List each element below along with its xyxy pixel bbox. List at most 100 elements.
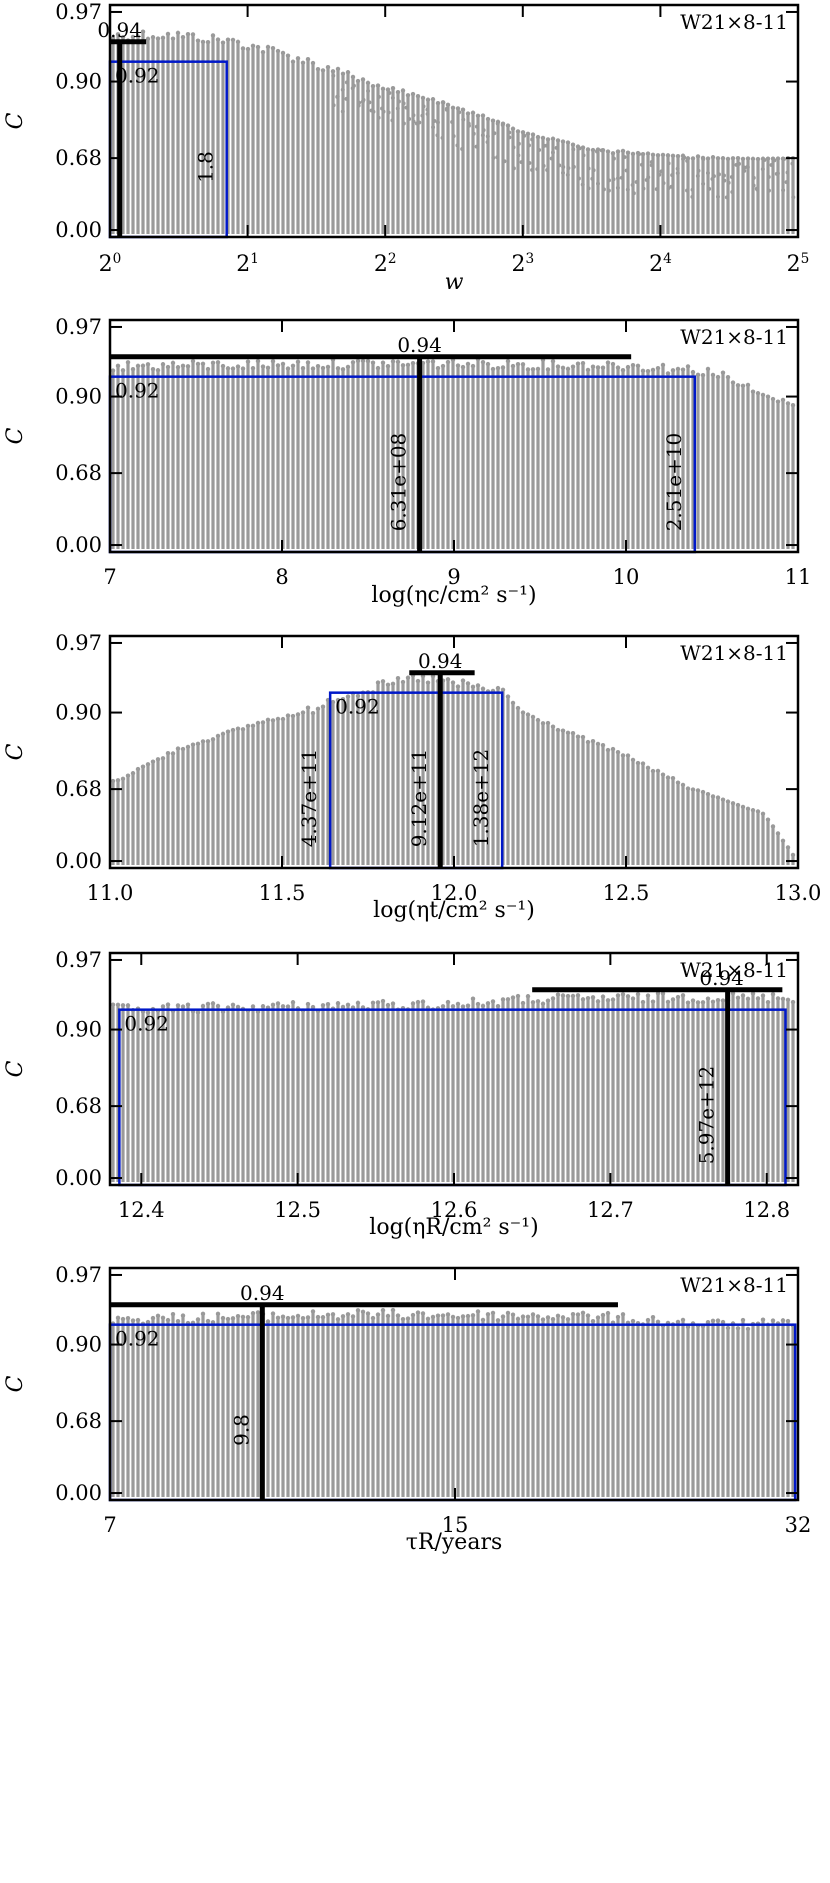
scatter-point	[116, 1317, 120, 1497]
scatter-point	[425, 1316, 431, 1321]
scatter-point	[311, 1007, 315, 1182]
scatter-point	[335, 1317, 341, 1322]
scatter-point	[586, 742, 590, 865]
scatter-point	[755, 391, 761, 396]
scatter-point	[125, 360, 131, 365]
scatter-point	[626, 1322, 630, 1497]
scatter-point	[151, 1009, 155, 1182]
scatter-point	[710, 155, 716, 160]
scatter-point	[261, 722, 265, 865]
scatter-point	[291, 1317, 295, 1497]
scatter-point	[196, 40, 200, 234]
scatter-point	[156, 1315, 160, 1497]
scatter-point	[245, 723, 251, 729]
scatter-point	[235, 726, 241, 731]
scatter-point	[451, 682, 455, 865]
scatter-point	[221, 42, 225, 235]
scatter-point	[201, 1005, 205, 1182]
scatter-point	[456, 686, 460, 865]
scatter-point	[771, 826, 775, 865]
scatter-point	[661, 154, 665, 234]
y-tick-label: 0.90	[55, 70, 102, 94]
scatter-point	[476, 1311, 480, 1497]
scatter-point	[536, 137, 540, 234]
scatter-point	[126, 775, 130, 865]
scatter-point	[525, 1314, 531, 1320]
scatter-point	[236, 366, 240, 549]
scatter-point	[491, 690, 495, 865]
scatter-point	[116, 1004, 120, 1182]
scatter-point	[336, 68, 340, 235]
scatter-point	[135, 34, 141, 39]
scatter-point	[195, 1010, 201, 1015]
scatter-point	[541, 163, 546, 168]
scatter-point	[432, 118, 437, 123]
scatter-point	[516, 996, 520, 1182]
scatter-point	[425, 107, 430, 112]
scatter-point	[485, 1001, 491, 1006]
scatter-point	[631, 191, 636, 196]
scatter-point	[416, 1312, 420, 1497]
x-tick-label: 21	[236, 251, 259, 277]
scatter-point	[256, 47, 260, 234]
scatter-point	[786, 847, 790, 865]
scatter-point	[661, 1325, 665, 1497]
scatter-point	[716, 1320, 720, 1497]
scatter-point	[566, 142, 570, 234]
scatter-point	[660, 991, 666, 996]
scatter-point	[661, 774, 665, 865]
scatter-point	[742, 165, 747, 170]
scatter-point	[531, 369, 535, 549]
scatter-point	[720, 998, 726, 1003]
scatter-point	[286, 715, 290, 865]
scatter-point	[756, 393, 760, 549]
scatter-point	[616, 367, 620, 549]
scatter-point	[240, 46, 246, 51]
box-c-label: 0.92	[115, 64, 160, 88]
scatter-point	[600, 743, 606, 748]
scatter-point	[200, 1311, 206, 1317]
scatter-point	[166, 367, 170, 549]
scatter-point	[121, 778, 125, 865]
scatter-point	[571, 1314, 575, 1497]
scatter-point	[210, 33, 216, 38]
scatter-point	[521, 712, 525, 865]
scatter-point	[141, 1011, 145, 1182]
scatter-point	[251, 368, 255, 549]
scatter-point	[784, 180, 789, 185]
scatter-point	[770, 824, 776, 829]
scatter-point	[480, 359, 486, 365]
scatter-point	[271, 1313, 275, 1497]
scatter-point	[750, 808, 756, 813]
scatter-point	[465, 361, 471, 367]
scatter-point	[549, 156, 554, 161]
scatter-point	[430, 97, 436, 102]
scatter-point	[710, 999, 716, 1004]
scatter-point	[331, 1314, 335, 1497]
scatter-point	[490, 366, 496, 372]
x-tick-label: 32	[785, 1513, 812, 1537]
scatter-point	[300, 710, 306, 715]
scatter-point	[601, 996, 605, 1182]
scatter-point	[455, 1001, 461, 1007]
scatter-point	[675, 171, 680, 176]
scatter-point	[391, 361, 395, 549]
scatter-point	[131, 369, 135, 549]
x-tick-label: 12.0	[431, 881, 478, 905]
scatter-point	[205, 739, 211, 744]
scatter-point	[431, 1009, 435, 1182]
scatter-point	[131, 36, 135, 234]
scatter-point	[171, 362, 175, 549]
scatter-point	[485, 116, 491, 122]
scatter-point	[431, 99, 435, 234]
scatter-point	[639, 162, 644, 167]
scatter-point	[626, 367, 630, 549]
scatter-point	[705, 1319, 711, 1325]
scatter-point	[340, 1314, 346, 1319]
scatter-point	[606, 188, 611, 193]
scatter-point	[335, 66, 341, 72]
scatter-point	[161, 1317, 165, 1497]
scatter-point	[781, 998, 785, 1182]
scatter-point	[196, 1012, 200, 1182]
scatter-point	[366, 82, 370, 234]
